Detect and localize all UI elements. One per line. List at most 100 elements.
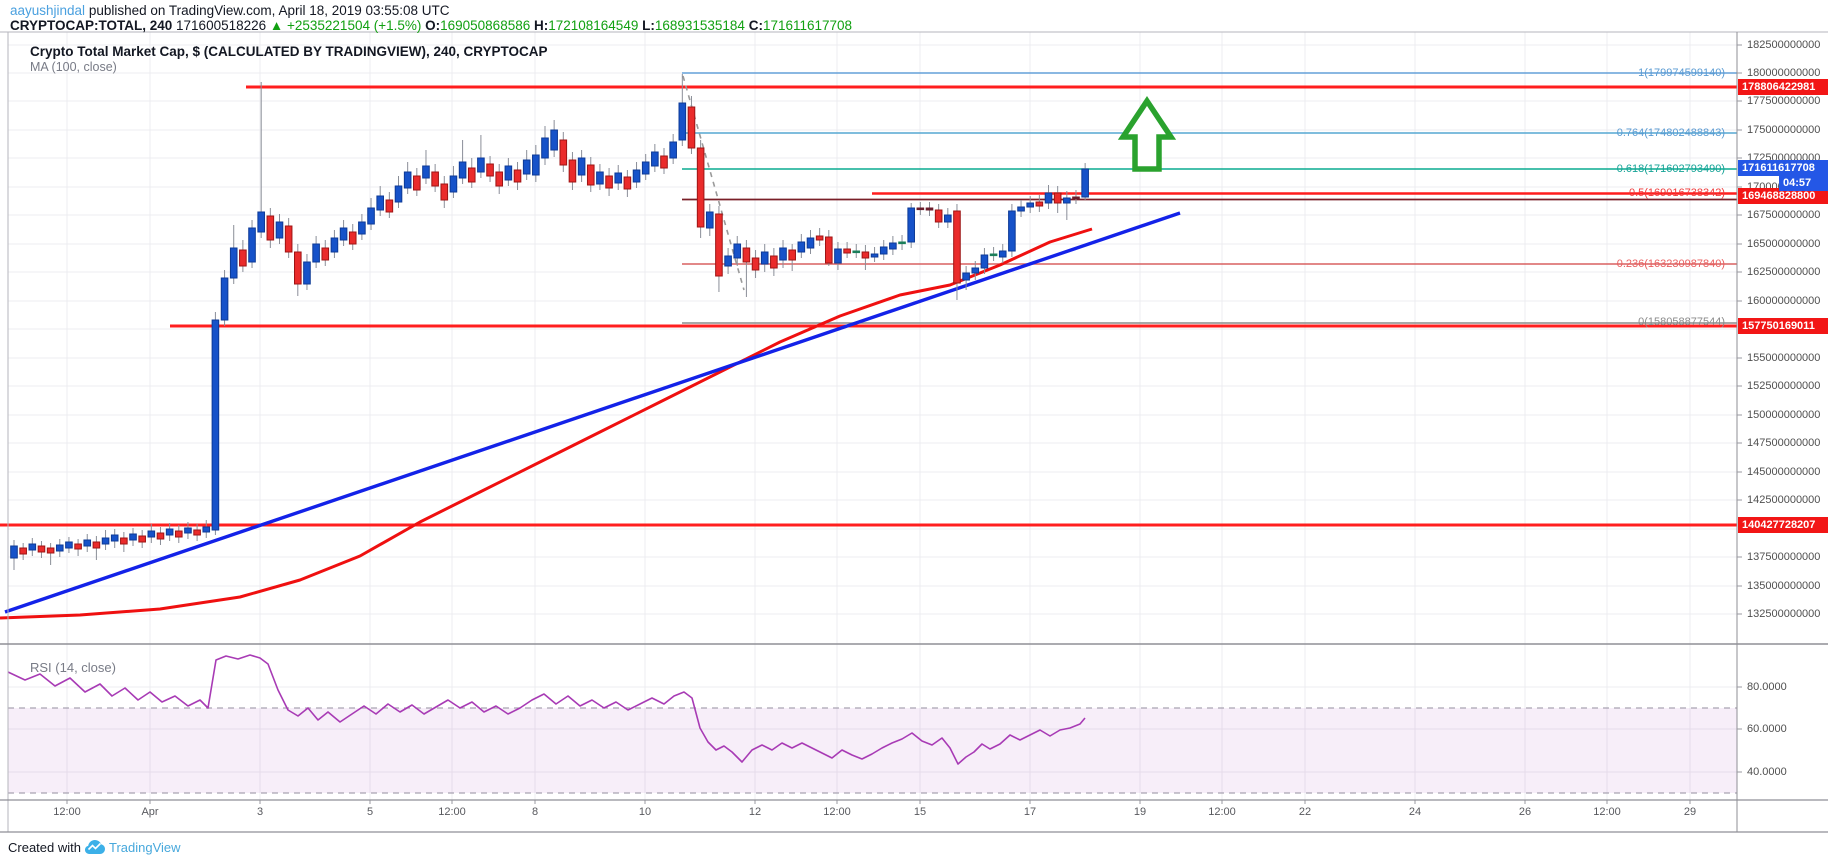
price-tick-label: 165000000000 [1747,238,1821,250]
footer-attribution: Created with TradingView [8,840,181,855]
price-badge: 171611617708 [1738,160,1828,176]
candle-body [138,535,146,543]
candle-body [1081,168,1089,198]
candle-body [1044,192,1053,204]
candle-body [10,545,18,559]
candle-body [303,261,311,285]
candle-body [394,185,403,203]
candle-body [294,251,302,285]
candle-body [669,141,677,159]
candle-body [248,227,256,263]
candle-body [46,547,55,554]
candle-body [541,137,549,159]
rsi-tick-label: 40.0000 [1747,766,1787,778]
candle-body [440,183,449,201]
candle-body [651,151,659,167]
candle-body [916,207,925,211]
header-text: ▲ +2535221504 (+1.5%) [269,18,426,33]
candle-body [861,251,870,259]
candle-body [852,250,861,254]
candle-body [19,547,27,555]
publish-info: aayushjindal published on TradingView.co… [10,3,450,18]
candle-body [815,235,824,241]
time-tick-label: 12:00 [1593,806,1621,818]
candle-body [239,249,247,267]
rsi-line [7,654,1086,765]
price-tick-label: 152500000000 [1747,380,1821,392]
candle-body [925,207,934,211]
candle-body [513,169,522,183]
candle-body [193,529,201,536]
price-tick-label: 162500000000 [1747,266,1821,278]
candle-body [623,176,632,190]
rsi-tick-label: 60.0000 [1747,723,1787,735]
price-tick-label: 180000000000 [1747,67,1821,79]
price-tick-label: 182500000000 [1747,39,1821,51]
candle-body [330,237,339,253]
candle-body [806,237,815,249]
candle-body [495,171,504,187]
fib-level-label: 0.236(163230987840) [1616,258,1725,270]
candle-body [165,528,174,536]
candle-body [971,267,980,274]
candle-body [559,139,568,166]
candle-body [339,227,348,241]
candle-body [1008,210,1016,252]
candle-body [1053,192,1062,204]
candle-body [504,165,513,181]
up-arrow-annotation[interactable] [1117,96,1177,172]
time-tick-label: 3 [256,806,264,818]
fib-level-label: 0.764(174802488843) [1616,127,1725,139]
ma-indicator-label[interactable]: MA (100, close) [30,60,117,74]
header-text: 169050868586 [440,18,534,33]
candle-body [962,272,970,281]
time-tick-label: Apr [141,806,159,818]
candle-body [467,167,476,183]
price-tick-label: 175000000000 [1747,124,1821,136]
time-tick-label: 12:00 [1208,806,1236,818]
fib-level-label: 0.618(171602793490) [1616,163,1725,175]
candle-body [83,539,92,547]
price-badge: 157750169011 [1738,318,1828,334]
price-tick-label: 167500000000 [1747,209,1821,221]
header-text: aayushjindal [10,3,86,18]
candle-body [586,164,595,186]
tradingview-brand-text[interactable]: TradingView [108,840,181,855]
candle-body [751,257,760,271]
candle-body [568,159,577,183]
ma100-line [0,227,1093,620]
candle-body [101,537,110,545]
candle-body [889,242,897,250]
candle-body [367,207,375,225]
candle-body [220,277,229,321]
price-badge: 178806422981 [1738,79,1828,95]
time-tick-label: 8 [531,806,539,818]
support-trendline [4,211,1181,614]
candle-body [358,221,366,235]
created-with-text: Created with [8,840,81,855]
candle-body [989,253,998,257]
candle-body [403,171,412,189]
price-tick-label: 135000000000 [1747,580,1821,592]
header-text: CRYPTOCAP:TOTAL, 240 [10,18,177,33]
candle-body [980,254,989,269]
countdown-badge: 04:57 [1779,175,1828,191]
price-tick-label: 155000000000 [1747,352,1821,364]
rsi-indicator-label[interactable]: RSI (14, close) [30,660,116,675]
price-tick-label: 177500000000 [1747,95,1821,107]
header-text: L: [642,18,655,33]
dashed-trend-connector [682,75,745,291]
fib-level-label: 0.5(169016738342) [1628,187,1725,199]
candle-body [944,214,952,223]
tradingview-cloud-icon[interactable] [84,840,105,855]
candle-body [550,129,558,151]
candle-body [120,537,128,545]
candle-body [907,207,915,243]
candle-body [660,155,668,169]
price-tick-label: 132500000000 [1747,608,1821,620]
price-tick-label: 147500000000 [1747,437,1821,449]
symbol-ohlc-row: CRYPTOCAP:TOTAL, 240 171600518226 ▲ +253… [10,18,852,33]
candle-body [879,246,888,255]
